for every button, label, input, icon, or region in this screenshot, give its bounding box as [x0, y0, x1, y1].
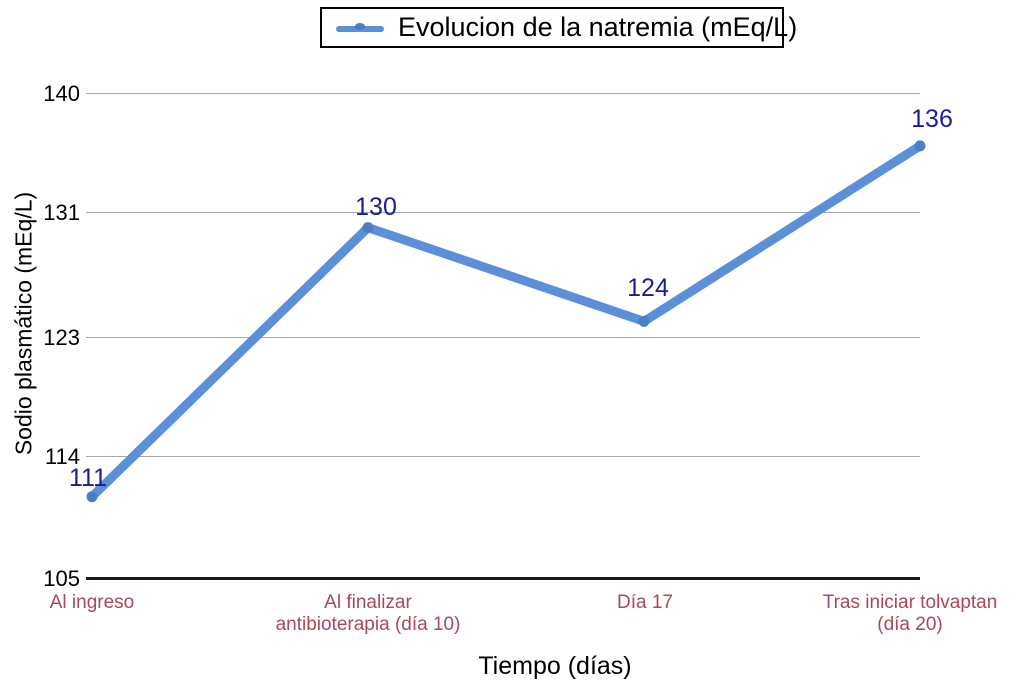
y-tick-label-114: 114 — [44, 444, 80, 469]
x-tick-label-4: Tras iniciar tolvaptan (día 20) — [790, 592, 1024, 637]
x-tick-label-2-line-1: Al finalizar — [324, 592, 412, 613]
legend-entry: Evolucion de la natremia (mEq/L) — [322, 9, 797, 46]
y-tick-label-131: 131 — [43, 200, 80, 225]
x-tick-label-3-line-1: Día 17 — [617, 592, 673, 613]
data-point-2 — [362, 222, 374, 234]
x-tick-label-4-line-2: (día 20) — [877, 614, 943, 636]
gridline-123 — [86, 337, 920, 338]
x-tick-label-1-line-1: Al ingreso — [49, 592, 135, 613]
legend-marker-dot — [355, 22, 365, 30]
series-polyline — [87, 141, 925, 502]
x-tick-label-3: Día 17 — [565, 592, 725, 614]
gridline-114 — [86, 456, 920, 457]
plot-area — [86, 93, 920, 578]
data-point-4 — [914, 140, 926, 152]
data-label-1: 111 — [68, 464, 107, 492]
gridline-131 — [86, 212, 920, 213]
data-point-1 — [86, 491, 98, 503]
y-tick-label-140: 140 — [43, 81, 80, 106]
data-point-3 — [638, 315, 650, 327]
x-tick-label-2: Al finalizar antibioterapia (día 10) — [228, 592, 508, 637]
data-label-3: 124 — [627, 274, 669, 302]
x-tick-label-1: Al ingreso — [12, 592, 172, 614]
line-swatch-icon — [336, 21, 384, 35]
data-label-2: 130 — [355, 193, 397, 221]
legend-series-label: Evolucion de la natremia (mEq/L) — [398, 12, 798, 42]
x-tick-label-4-line-1: Tras iniciar tolvaptan — [822, 592, 998, 613]
y-tick-label-105: 105 — [43, 566, 80, 591]
gridline-140 — [86, 93, 920, 94]
chart-legend: Evolucion de la natremia (mEq/L) — [320, 7, 797, 48]
y-tick-label-123: 123 — [43, 325, 80, 350]
x-axis-title: Tiempo (días) — [478, 652, 632, 680]
x-tick-label-2-line-2: antibioterapia (día 10) — [275, 614, 461, 636]
data-label-4: 136 — [911, 105, 953, 133]
x-axis-line — [86, 577, 920, 580]
